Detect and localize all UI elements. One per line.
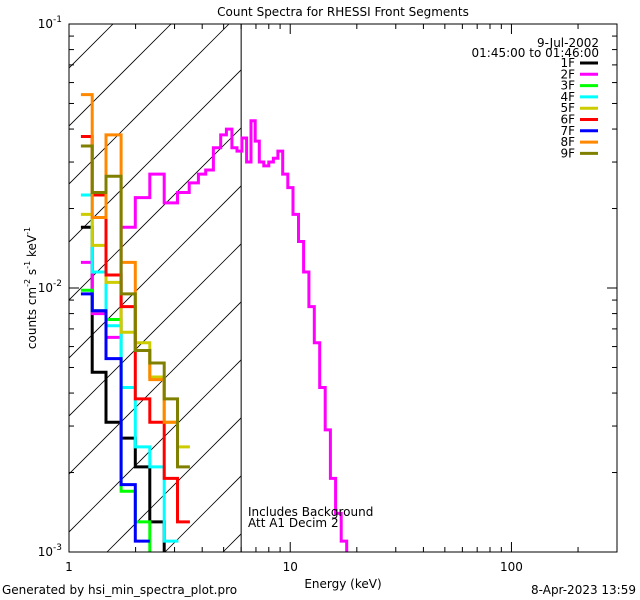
hatch-line xyxy=(281,0,640,552)
time-range: 01:45:00 to 01:46:00 xyxy=(472,46,599,60)
series-line-9F xyxy=(80,144,190,469)
annotation-line: Includes Background xyxy=(248,505,373,519)
x-tick-label: 100 xyxy=(500,560,523,574)
series-line-6F xyxy=(80,135,190,524)
x-tick-labels: 1 10 100 xyxy=(65,560,523,574)
axis-ticks xyxy=(68,23,618,553)
y-tick-label-base: 10 xyxy=(38,545,53,559)
y-tick-label-exponent: -1 xyxy=(53,15,62,25)
legend-label-8F: 8F xyxy=(560,135,575,149)
y-axis-label-exponent: -2 xyxy=(23,279,32,287)
legend-label-7F: 7F xyxy=(560,124,575,138)
legend-label-4F: 4F xyxy=(560,90,575,104)
series-group xyxy=(80,93,349,552)
hatch-line xyxy=(571,0,640,552)
legend-label-3F: 3F xyxy=(560,79,575,93)
hatch-line xyxy=(106,417,242,552)
x-axis-label: Energy (keV) xyxy=(304,577,381,591)
x-tick-label: 1 xyxy=(65,560,73,574)
observation-date: 9-Jul-2002 xyxy=(537,36,599,50)
series-line-1F xyxy=(80,225,166,552)
hatch-line xyxy=(397,0,640,552)
annotation-line: Att A1 Decim 2 xyxy=(248,516,339,530)
hatch-line xyxy=(339,0,640,552)
y-tick-label: 10-2 xyxy=(38,279,62,295)
y-tick-label-exponent: -2 xyxy=(53,279,62,289)
hatch-line xyxy=(69,24,114,69)
y-tick-label: 10-3 xyxy=(38,543,62,559)
y-axis-label-exponent: -1 xyxy=(23,227,32,235)
y-axis-label: counts cm-2 s-1 keV-1 xyxy=(23,227,39,349)
generated-by-footer: Generated by hsi_min_spectra_plot.pro xyxy=(2,583,237,597)
hatch-line xyxy=(69,301,242,475)
timestamp-footer: 8-Apr-2023 13:59 xyxy=(531,583,636,597)
legend-label-5F: 5F xyxy=(560,101,575,115)
legend-label-1F: 1F xyxy=(560,56,575,70)
series-line-7F xyxy=(80,292,150,543)
hatch-line xyxy=(629,0,640,552)
hatched-region xyxy=(69,0,640,552)
hatch-line xyxy=(69,243,242,417)
hatch-lines xyxy=(69,0,640,552)
legend-label-6F: 6F xyxy=(560,113,575,127)
y-axis-label-part: counts cm xyxy=(25,287,39,349)
hatch-line xyxy=(69,185,242,359)
y-axis-label-part: keV xyxy=(25,234,39,261)
y-tick-label-base: 10 xyxy=(38,281,53,295)
hatch-line xyxy=(69,69,242,243)
hatch-line xyxy=(69,24,230,185)
hatch-line xyxy=(69,24,172,127)
legend-label-2F: 2F xyxy=(560,67,575,81)
y-tick-label-exponent: -3 xyxy=(53,543,62,553)
hatch-line xyxy=(69,359,242,533)
y-tick-label: 10-1 xyxy=(38,15,62,31)
series-line-2F xyxy=(80,119,349,552)
y-axis-label-part: s xyxy=(25,269,39,279)
legend-label-9F: 9F xyxy=(560,146,575,160)
hatch-line xyxy=(69,127,242,301)
series-line-4F xyxy=(80,193,179,543)
hatch-line xyxy=(513,0,640,552)
hatch-line xyxy=(222,533,242,552)
y-axis-label-exponent: -1 xyxy=(23,261,32,269)
y-tick-label-base: 10 xyxy=(38,17,53,31)
x-tick-label: 10 xyxy=(283,560,298,574)
chart-title: Count Spectra for RHESSI Front Segments xyxy=(217,5,469,19)
series-line-8F xyxy=(80,93,179,424)
y-tick-labels: 10-110-210-3 xyxy=(38,15,62,559)
